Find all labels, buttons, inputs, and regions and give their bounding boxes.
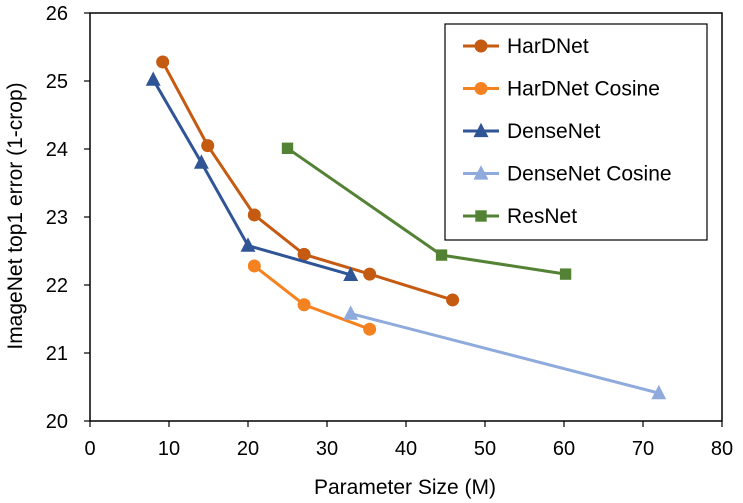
data-point-hardnet xyxy=(201,139,215,153)
y-tick-label: 23 xyxy=(46,207,68,229)
data-point-resnet xyxy=(559,268,572,280)
data-point-densenet-cosine xyxy=(343,305,359,320)
y-tick-label: 20 xyxy=(46,411,68,433)
data-point-densenet xyxy=(343,266,359,281)
data-point-hardnet xyxy=(446,293,460,307)
series-layer xyxy=(145,55,667,400)
legend-swatch-marker xyxy=(473,165,489,180)
series-line-hardnet xyxy=(161,61,454,302)
legend-label: ResNet xyxy=(507,205,577,228)
data-point-hardnet xyxy=(247,208,261,222)
series-densenet xyxy=(145,71,359,281)
x-tick-label: 0 xyxy=(84,438,95,460)
y-tick-label: 22 xyxy=(46,275,68,297)
legend-item-densenet-cosine: DenseNet Cosine xyxy=(463,163,672,186)
x-tick-label: 30 xyxy=(316,438,338,460)
data-point-resnet xyxy=(281,142,294,155)
y-tick-label: 21 xyxy=(46,343,68,365)
series-hardnet xyxy=(156,55,460,307)
y-tick-label: 25 xyxy=(46,71,68,93)
x-tick-label: 20 xyxy=(237,438,259,460)
x-tick-label: 40 xyxy=(395,438,417,460)
data-point-densenet xyxy=(145,71,161,86)
legend-label: DenseNet xyxy=(507,120,601,143)
legend-item-densenet: DenseNet xyxy=(463,120,601,143)
legend-label: DenseNet Cosine xyxy=(507,163,672,186)
legend-item-hardnet: HarDNet xyxy=(463,35,589,58)
x-tick-label: 80 xyxy=(711,438,733,460)
data-point-densenet xyxy=(193,154,209,169)
y-axis-title: ImageNet top1 error (1-crop) xyxy=(4,82,27,349)
data-point-densenet xyxy=(240,237,256,252)
series-line-densenet xyxy=(151,78,352,277)
legend-swatch-marker xyxy=(474,82,488,95)
axes: 0 10 20 30 40 50 60 70 80 20 21 22 23 24 25 26 xyxy=(46,3,733,460)
y-tick-label: 26 xyxy=(46,3,68,25)
legend-label: HarDNet xyxy=(507,35,589,58)
y-tick-label: 24 xyxy=(46,139,68,161)
data-point-hardnet-cosine xyxy=(247,259,261,273)
series-line-densenet-cosine xyxy=(350,312,660,395)
x-tick-label: 50 xyxy=(474,438,496,460)
legend-item-resnet: ResNet xyxy=(463,205,577,228)
legend-swatch-marker xyxy=(475,210,487,222)
data-point-hardnet xyxy=(156,55,170,69)
x-axis-title: Parameter Size (M) xyxy=(314,476,496,499)
data-point-densenet-cosine xyxy=(651,384,667,400)
legend-swatch-marker xyxy=(473,122,489,138)
x-tick-label: 70 xyxy=(632,438,654,460)
data-point-hardnet xyxy=(297,247,311,261)
data-point-hardnet-cosine xyxy=(363,322,377,336)
x-tick-label: 10 xyxy=(158,438,180,460)
data-point-resnet xyxy=(435,249,448,261)
legend-swatch-marker xyxy=(474,39,488,53)
data-point-hardnet xyxy=(363,267,377,281)
x-tick-label: 60 xyxy=(553,438,575,460)
legend-label: HarDNet Cosine xyxy=(507,78,660,101)
series-resnet xyxy=(281,142,572,280)
series-densenet-cosine xyxy=(343,305,667,400)
data-point-hardnet-cosine xyxy=(297,298,311,312)
legend: HarDNet HarDNet Cosine DenseNet DenseNet Co… xyxy=(444,23,708,241)
legend-item-hardnet-cosine: HarDNet Cosine xyxy=(463,78,660,101)
series-hardnet-cosine xyxy=(247,259,377,336)
